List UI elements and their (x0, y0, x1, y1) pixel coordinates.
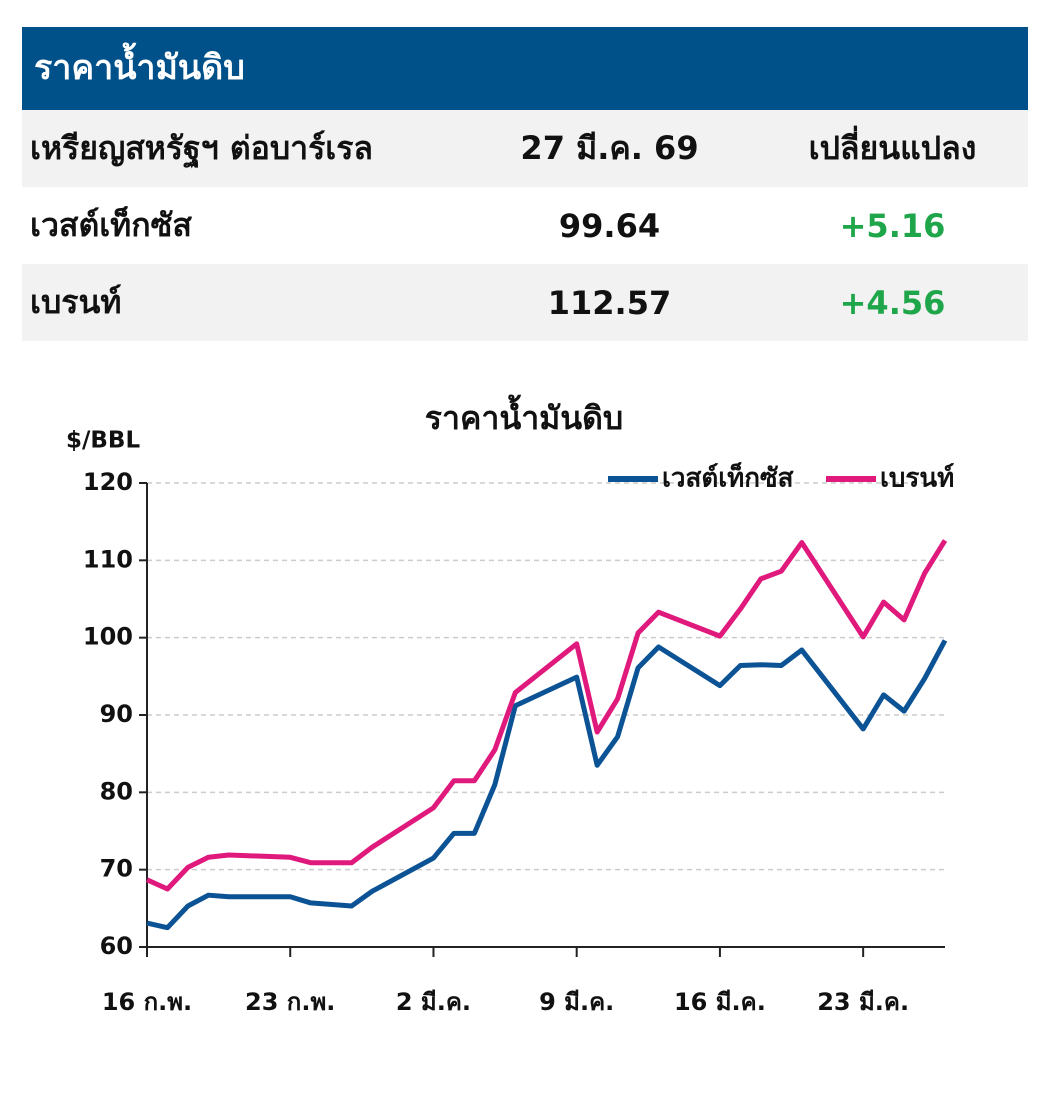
header-cell: เหรียญสหรัฐฯ ต่อบาร์เรล (30, 129, 374, 167)
header-cell: 27 มี.ค. 69 (520, 129, 699, 167)
y-tick-label: 80 (100, 777, 133, 805)
y-tick-label: 70 (100, 855, 133, 883)
cell: +5.16 (839, 206, 946, 245)
chart-title: ราคาน้ำมันดิบ (425, 394, 623, 437)
legend-label: เวสต์เท็กซัส (662, 462, 794, 494)
cell: 99.64 (558, 206, 661, 245)
y-tick-label: 60 (100, 932, 133, 960)
x-tick-label: 2 มี.ค. (396, 988, 471, 1016)
header-row: เหรียญสหรัฐฯ ต่อบาร์เรล 27 มี.ค. 69 เปลี… (22, 110, 1028, 187)
x-tick-label: 23 มี.ค. (817, 988, 909, 1016)
cell: +4.56 (839, 283, 946, 322)
series-line (145, 539, 948, 892)
x-tick-label: 9 มี.ค. (539, 988, 614, 1016)
table-title: ราคาน้ำมันดิบ (22, 27, 1028, 110)
cell: เวสต์เท็กซัส (30, 206, 192, 244)
x-tick-label: 16 มี.ค. (674, 988, 766, 1016)
cell: เบรนท์ (30, 283, 122, 321)
y-tick-label: 120 (83, 468, 133, 496)
y-tick-label: 110 (83, 545, 133, 573)
y-tick-label: 100 (83, 623, 133, 651)
table-row: เวสต์เท็กซัส 99.64 +5.16 (22, 187, 1028, 264)
price-table: ราคาน้ำมันดิบ เหรียญสหรัฐฯ ต่อบาร์เรล 27… (22, 27, 1028, 341)
y-axis-label: $/BBL (66, 428, 140, 454)
x-tick-label: 23 ก.พ. (245, 988, 335, 1016)
series-line (146, 639, 948, 931)
legend-label: เบรนท์ (880, 463, 954, 494)
y-tick-label: 90 (100, 700, 133, 728)
table-row: เบรนท์ 112.57 +4.56 (22, 264, 1028, 341)
x-tick-label: 16 ก.พ. (102, 988, 192, 1016)
header-cell: เปลี่ยนแปลง (808, 129, 977, 167)
cell: 112.57 (547, 283, 672, 322)
